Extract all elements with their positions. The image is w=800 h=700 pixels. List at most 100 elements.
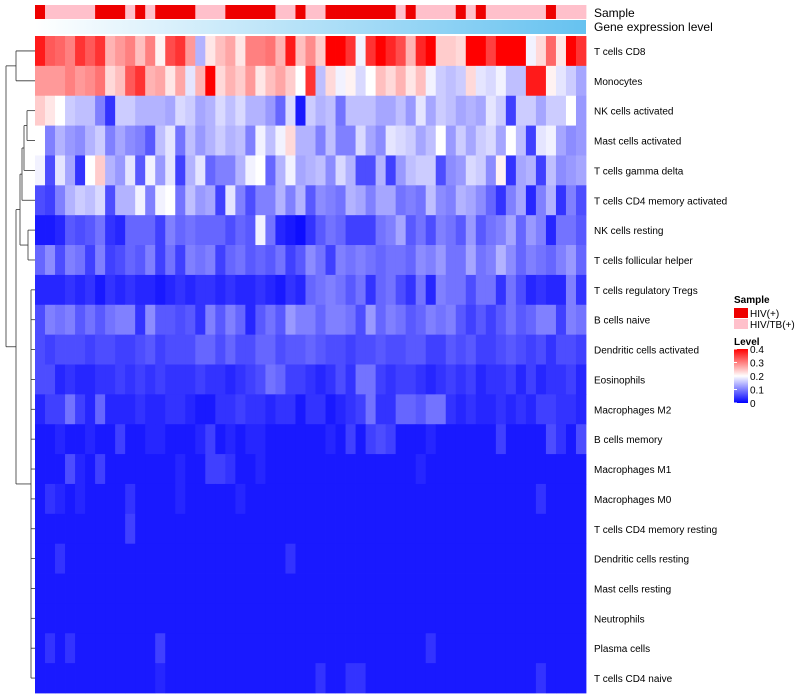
sample-annotation-cell: [105, 5, 116, 19]
heatmap-cell: [435, 155, 447, 186]
heatmap-cell: [395, 125, 407, 156]
heatmap-cell: [455, 185, 467, 216]
heatmap-cell: [505, 633, 517, 664]
heatmap-cell: [65, 394, 76, 425]
heatmap-cell: [415, 215, 427, 246]
heatmap-cell: [455, 663, 467, 694]
heatmap-cell: [325, 663, 336, 694]
heatmap-cell: [565, 215, 577, 246]
heatmap-cell: [345, 483, 356, 515]
heatmap-cells: [35, 36, 587, 694]
heatmap-cell: [55, 274, 66, 306]
heatmap-cell: [185, 394, 196, 425]
heatmap-cell: [495, 245, 507, 276]
heatmap-cell: [145, 215, 156, 246]
heatmap-cell: [555, 603, 567, 634]
heatmap-cell: [35, 36, 46, 67]
heatmap-cell: [165, 274, 176, 306]
heatmap-cell: [345, 95, 356, 126]
heatmap-cell: [525, 543, 537, 574]
sample-annotation-cell: [315, 5, 326, 19]
heatmap-cell: [155, 215, 166, 246]
heatmap-cell: [395, 155, 407, 186]
heatmap-cell: [415, 364, 427, 395]
heatmap-cell: [275, 633, 286, 664]
heatmap-cell: [295, 36, 306, 67]
heatmap-cell: [525, 633, 537, 664]
heatmap-cell: [545, 513, 557, 545]
heatmap-cell: [55, 334, 66, 365]
heatmap-cell: [555, 483, 567, 515]
heatmap-cell: [215, 65, 226, 97]
heatmap-cell: [535, 454, 547, 485]
heatmap-cell: [385, 36, 397, 67]
heatmap-cell: [395, 424, 407, 455]
heatmap-cell: [515, 36, 527, 67]
row-label: T cells regulatory Tregs: [594, 286, 698, 297]
heatmap-cell: [215, 274, 226, 306]
sample-annotation-cell: [115, 5, 126, 19]
sample-annotation-cell: [395, 5, 407, 19]
heatmap-cell: [355, 424, 366, 455]
heatmap-cell: [125, 274, 136, 306]
heatmap-cell: [45, 543, 56, 574]
heatmap-cell: [105, 364, 116, 395]
heatmap-cell: [125, 483, 136, 515]
heatmap-cell: [565, 543, 577, 574]
legend-sample-swatch: [734, 319, 748, 329]
heatmap-cell: [335, 215, 346, 246]
heatmap-cell: [145, 454, 156, 485]
heatmap-cell: [105, 155, 116, 186]
heatmap-cell: [225, 334, 236, 365]
heatmap-cell: [525, 65, 537, 97]
heatmap-cell: [55, 663, 66, 694]
heatmap-cell: [335, 483, 346, 515]
heatmap-cell: [535, 304, 547, 336]
heatmap-cell: [495, 483, 507, 515]
sample-annotation-cell: [375, 5, 387, 19]
heatmap-cell: [315, 483, 326, 515]
heatmap-cell: [125, 454, 136, 485]
heatmap-cell: [105, 603, 116, 634]
heatmap-cell: [255, 185, 266, 216]
heatmap-cell: [435, 483, 447, 515]
heatmap-cell: [545, 215, 557, 246]
heatmap-cell: [245, 394, 256, 425]
heatmap-cell: [225, 274, 236, 306]
row-label: Macrophages M2: [594, 405, 672, 416]
heatmap-cell: [375, 424, 387, 455]
heatmap-cell: [35, 185, 46, 216]
heatmap-cell: [505, 274, 517, 306]
heatmap-cell: [365, 95, 377, 126]
heatmap-cell: [415, 394, 427, 425]
heatmap-cell: [285, 394, 296, 425]
heatmap-cell: [495, 603, 507, 634]
heatmap-cell: [285, 334, 296, 365]
heatmap-cell: [375, 483, 387, 515]
heatmap-cell: [345, 513, 356, 545]
heatmap-cell: [215, 633, 226, 664]
heatmap-cell: [195, 603, 206, 634]
heatmap-cell: [275, 603, 286, 634]
heatmap-cell: [465, 364, 477, 395]
heatmap-cell: [75, 65, 86, 97]
heatmap-cell: [275, 334, 286, 365]
heatmap-cell: [395, 603, 407, 634]
heatmap-cell: [565, 364, 577, 395]
heatmap-cell: [385, 573, 397, 604]
heatmap-cell: [45, 334, 56, 365]
heatmap-cell: [105, 573, 116, 604]
heatmap-cell: [385, 364, 397, 395]
heatmap-cell: [115, 663, 126, 694]
heatmap-cell: [65, 185, 76, 216]
heatmap-cell: [165, 245, 176, 276]
heatmap-cell: [225, 513, 236, 545]
heatmap-cell: [215, 215, 226, 246]
heatmap-cell: [375, 454, 387, 485]
heatmap-cell: [365, 36, 377, 67]
heatmap-cell: [315, 36, 326, 67]
heatmap-cell: [245, 304, 256, 336]
heatmap-cell: [365, 603, 377, 634]
heatmap-cell: [285, 364, 296, 395]
heatmap-cell: [555, 454, 567, 485]
